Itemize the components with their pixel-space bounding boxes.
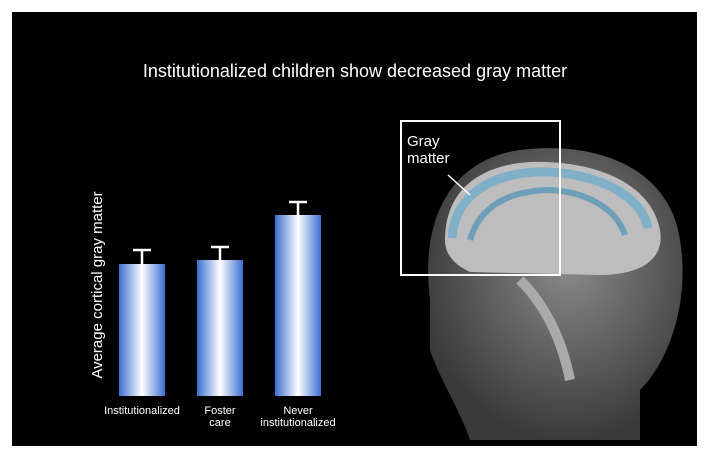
x-tick-label: Institutionalized bbox=[92, 405, 192, 417]
x-tick-label: Never institutionalized bbox=[252, 405, 344, 429]
bar bbox=[119, 264, 165, 396]
bar bbox=[197, 260, 243, 396]
page: Institutionalized children show decrease… bbox=[0, 0, 709, 458]
annotation: Gray matter bbox=[407, 133, 459, 167]
chart: Institutionalized children show decrease… bbox=[0, 0, 709, 458]
x-tick-label: Foster care bbox=[195, 405, 245, 429]
y-axis-label: Average cortical gray matter bbox=[89, 191, 106, 378]
chart-title: Institutionalized children show decrease… bbox=[143, 61, 567, 81]
bar bbox=[275, 215, 321, 396]
